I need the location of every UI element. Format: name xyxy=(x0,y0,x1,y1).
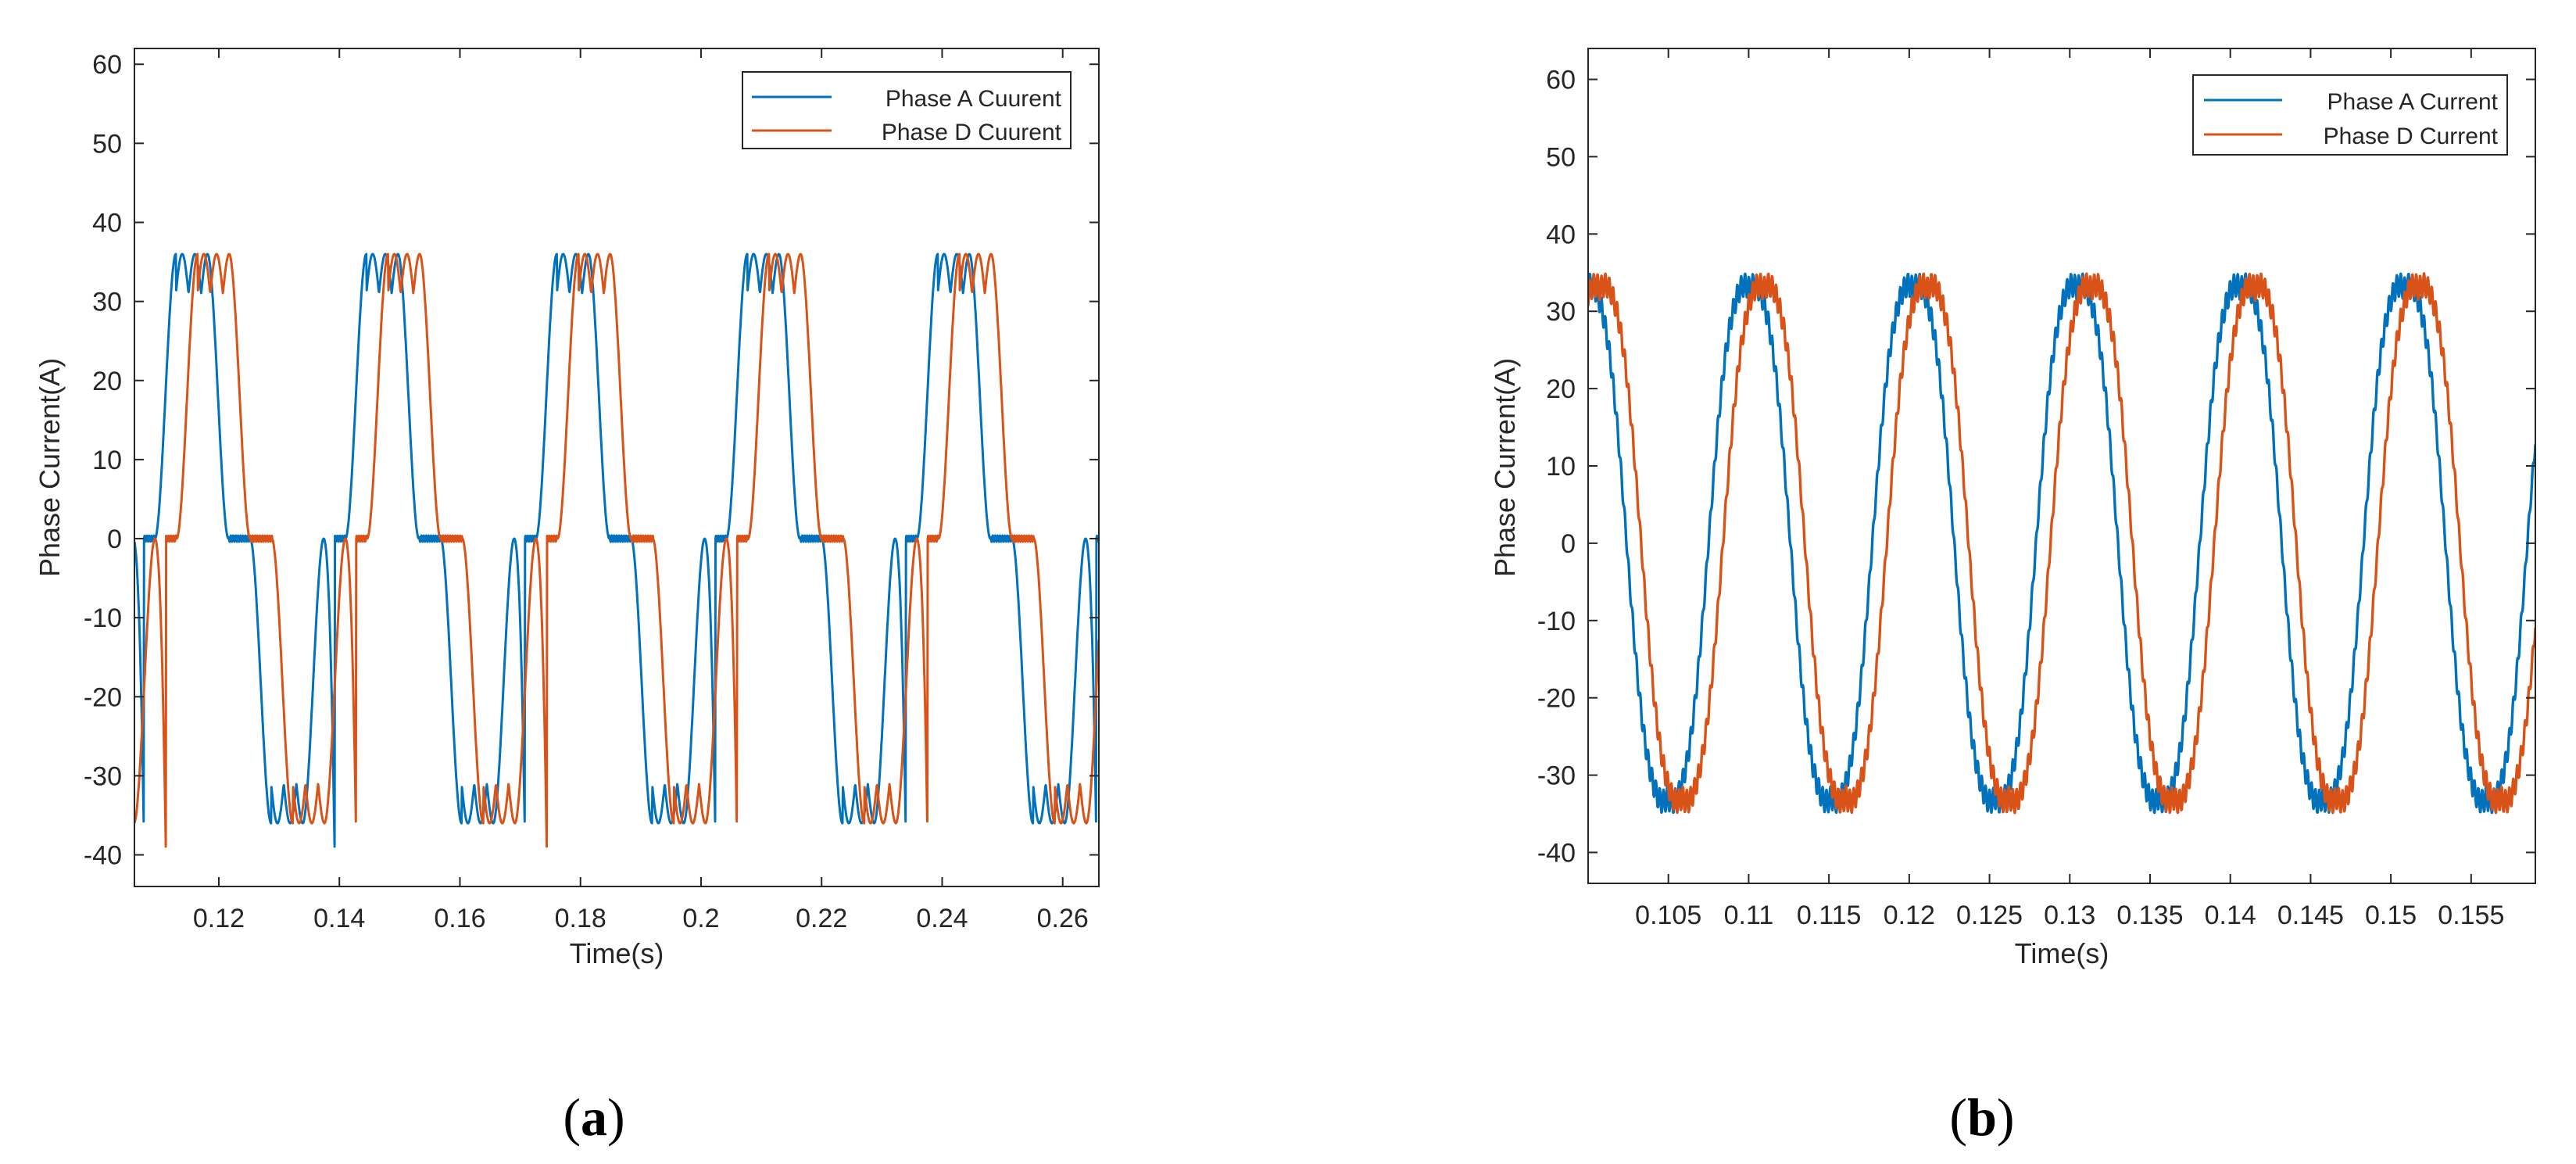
x-tick-label: 0.26 xyxy=(1037,904,1089,933)
y-axis-label: Phase Current(A) xyxy=(1489,358,1521,577)
y-tick-label: -20 xyxy=(1537,684,1576,714)
plot-frame xyxy=(1587,48,2536,884)
x-tick-label: 0.145 xyxy=(2277,901,2344,930)
x-tick-label: 0.16 xyxy=(434,904,485,933)
x-tick-label: 0.135 xyxy=(2116,901,2183,930)
plot-area xyxy=(1588,48,2535,883)
legend-label-phase-a: Phase A Cuurent xyxy=(886,86,1062,112)
x-tick-label: 0.12 xyxy=(1884,901,1935,930)
ticks-group: 0.12 0.14 0.16 0.18 0.2 0.22 0.24 0.26 60 50 40 30 2… xyxy=(84,48,1099,933)
y-axis-label: Phase Current(A) xyxy=(34,358,66,577)
legend-box xyxy=(742,71,1072,149)
x-tick-label: 0.115 xyxy=(1797,901,1862,930)
x-tick-label: 0.155 xyxy=(2438,901,2504,930)
x-tick-label: 0.15 xyxy=(2365,901,2417,930)
x-tick-label: 0.14 xyxy=(313,904,365,933)
y-tick-label: -40 xyxy=(1537,838,1576,868)
legend-label-phase-d: Phase D Cuurent xyxy=(882,120,1062,145)
legend: Phase A Current Phase D Current xyxy=(2192,74,2508,156)
y-tick-label: 0 xyxy=(107,525,122,554)
y-tick-label: -30 xyxy=(84,761,122,791)
x-axis-label: Time(s) xyxy=(2015,937,2109,969)
x-axis-label: Time(s) xyxy=(570,937,664,969)
y-tick-label: 60 xyxy=(92,50,122,80)
legend-label-phase-a: Phase A Current xyxy=(2327,89,2499,115)
y-tick-label: 30 xyxy=(1546,297,1576,327)
x-tick-label: 0.24 xyxy=(916,904,968,933)
y-tick-label: -30 xyxy=(1537,761,1576,791)
y-tick-label: 40 xyxy=(1546,220,1576,249)
chart-panel-a: 0.12 0.14 0.16 0.18 0.2 0.22 0.24 0.26 60 50 40 30 2… xyxy=(34,48,1100,1147)
legend: Phase A Cuurent Phase D Cuurent xyxy=(742,71,1072,149)
x-tick-label: 0.11 xyxy=(1724,901,1774,930)
y-tick-label: 20 xyxy=(1546,374,1576,404)
y-tick-label: -10 xyxy=(84,603,122,633)
y-tick-label: 50 xyxy=(92,129,122,159)
series-line-phase-d xyxy=(134,252,1099,848)
y-tick-label: 40 xyxy=(92,208,122,238)
x-tick-label: 0.2 xyxy=(682,904,719,933)
x-tick-label: 0.13 xyxy=(2044,901,2095,930)
chart-panel-b: 0.105 0.11 0.115 0.12 0.125 0.13 0.135 0.14 0.14… xyxy=(1489,48,2536,1147)
y-tick-label: 10 xyxy=(1546,452,1576,482)
panel-caption-b: (b) xyxy=(1949,1087,2014,1147)
y-tick-label: 30 xyxy=(92,288,122,317)
series-group xyxy=(134,252,1099,848)
y-tick-label: 20 xyxy=(92,367,122,396)
series-group xyxy=(1588,272,2535,815)
series-line-phase-a xyxy=(1588,272,2535,815)
y-tick-label: -10 xyxy=(1537,607,1576,636)
plot-area xyxy=(134,48,1099,886)
x-tick-label: 0.105 xyxy=(1635,901,1701,930)
legend-box xyxy=(2192,74,2508,156)
ticks-group: 0.105 0.11 0.115 0.12 0.125 0.13 0.135 0.14 0.14… xyxy=(1537,48,2535,930)
series-line-phase-d xyxy=(1588,272,2535,815)
y-tick-label: -40 xyxy=(84,841,122,871)
x-tick-label: 0.18 xyxy=(555,904,606,933)
y-tick-label: 0 xyxy=(1561,529,1576,559)
x-tick-label: 0.125 xyxy=(1956,901,2023,930)
x-tick-label: 0.12 xyxy=(193,904,245,933)
y-tick-label: -20 xyxy=(84,682,122,712)
plot-frame xyxy=(134,48,1100,887)
x-tick-label: 0.14 xyxy=(2205,901,2256,930)
panel-caption-a: (a) xyxy=(563,1087,624,1147)
y-tick-label: 10 xyxy=(92,446,122,475)
legend-label-phase-d: Phase D Current xyxy=(2324,124,2499,149)
y-tick-label: 50 xyxy=(1546,142,1576,172)
y-tick-label: 60 xyxy=(1546,66,1576,95)
panel-letter-b: b xyxy=(1967,1087,1997,1147)
x-tick-label: 0.22 xyxy=(796,904,847,933)
panel-letter-a: a xyxy=(581,1087,607,1147)
